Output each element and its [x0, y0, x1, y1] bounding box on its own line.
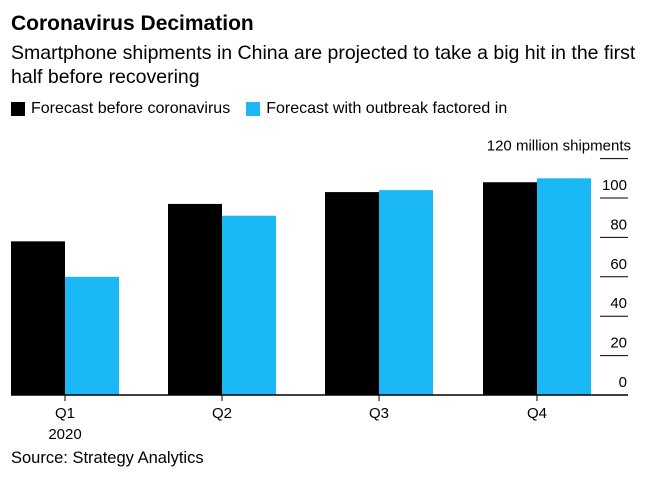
- x-tick-label: Q2: [212, 405, 232, 422]
- y-tick-label: 40: [610, 295, 627, 312]
- chart-subtitle: Smartphone shipments in China are projec…: [11, 42, 636, 88]
- legend: Forecast before coronavirus Forecast wit…: [11, 100, 523, 118]
- x-tick-sublabel: 2020: [48, 426, 81, 443]
- x-tick-label: Q3: [369, 405, 389, 422]
- bar-q4-series-1: [483, 182, 537, 395]
- y-tick-label: 0: [619, 374, 627, 391]
- x-tick-label: Q1: [55, 405, 75, 422]
- bar-q2-series-2: [222, 215, 276, 395]
- bar-q3-series-1: [325, 192, 379, 395]
- bar-q3-series-2: [379, 190, 433, 395]
- legend-label-before: Forecast before coronavirus: [31, 100, 231, 117]
- bar-q1-series-2: [65, 276, 119, 395]
- y-tick-label: 20: [610, 335, 627, 352]
- x-tick-label: Q4: [527, 405, 547, 422]
- y-tick-label: 80: [610, 216, 627, 233]
- y-axis-label: 120 million shipments: [487, 138, 631, 155]
- chart-title: Coronavirus Decimation: [11, 12, 254, 35]
- y-tick-label: 100: [602, 177, 627, 194]
- legend-label-outbreak: Forecast with outbreak factored in: [266, 100, 508, 117]
- legend-item-before: Forecast before coronavirus: [11, 100, 230, 118]
- bar-q2-series-1: [168, 203, 222, 395]
- legend-swatch-before: [11, 102, 25, 116]
- bar-q1-series-1: [11, 241, 65, 395]
- y-tick-label: 60: [610, 256, 627, 273]
- source-note: Source: Strategy Analytics: [11, 449, 204, 467]
- legend-swatch-outbreak: [246, 102, 261, 116]
- legend-item-outbreak: Forecast with outbreak factored in: [246, 100, 507, 118]
- bar-q4-series-2: [537, 178, 591, 395]
